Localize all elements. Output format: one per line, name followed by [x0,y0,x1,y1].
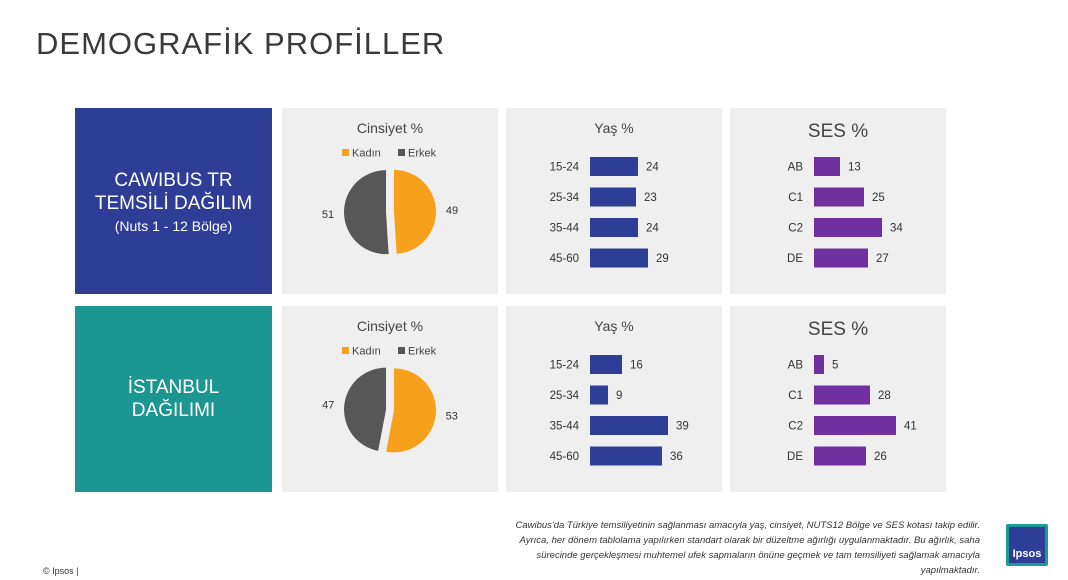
bar-category-label: C2 [788,223,803,235]
ipsos-logo: Ipsos [1006,524,1048,566]
page-title: DEMOGRAFİK PROFİLLER [36,26,446,61]
bar [590,187,636,207]
bar [814,187,864,207]
bar [590,416,668,435]
bar [590,157,638,176]
bar [814,355,824,374]
bar-category-label: C1 [788,192,803,204]
pie-slice-erkek [344,170,389,255]
bar-category-label: 45-60 [550,253,579,265]
age-bar-chart: Yaş % 15-24 16 25-34 9 35-44 39 45-60 36 [550,318,689,466]
gender-pie-chart: Cinsiyet % Kadın Erkek 53 47 [322,318,458,453]
age-panel-row1: Yaş % 15-24 24 25-34 23 35-44 24 45-60 29 [506,108,722,294]
legend-label: Kadın [352,148,381,160]
chart-title: Cinsiyet % [357,318,423,334]
chart-title: Cinsiyet % [357,120,423,136]
footnote-line: yapılmaktadır. [920,565,980,576]
bar [814,446,866,466]
ses-bar-chart: SES % AB 13 C1 25 C2 34 DE 27 [787,121,903,268]
pie-data-label: 51 [322,209,334,221]
pie-data-label: 49 [446,205,458,217]
bar-data-label: 34 [890,223,903,235]
age-bar-chart: Yaş % 15-24 24 25-34 23 35-44 24 45-60 29 [550,120,669,268]
bar [590,385,608,405]
bar-data-label: 23 [644,192,657,204]
row-label-line3: (Nuts 1 - 12 Bölge) [114,217,233,234]
bar-data-label: 9 [616,390,622,402]
pie-data-label: 53 [446,410,458,422]
legend-label: Erkek [408,346,437,358]
bar-data-label: 27 [876,253,889,265]
bar [590,248,648,268]
footnote-line: Ayrıca, her dönem tablolama yapılırken s… [519,535,980,546]
bar-data-label: 5 [832,360,838,372]
ses-bar-chart: SES % AB 5 C1 28 C2 41 DE 26 [787,319,917,466]
bar [814,248,868,268]
gender-pie-chart: Cinsiyet % Kadın Erkek 49 51 [322,120,458,255]
bar [814,157,840,176]
bar-data-label: 24 [646,162,659,174]
bar [590,355,622,374]
bar-category-label: DE [787,253,803,265]
bar [590,218,638,237]
chart-title: Yaş % [594,120,633,136]
bar-data-label: 41 [904,421,917,433]
row-label-istanbul: İSTANBUL DAĞILIMI [75,306,272,492]
bar-data-label: 36 [670,451,683,463]
legend-label: Kadın [352,346,381,358]
pie-data-label: 47 [322,400,334,412]
bar [590,446,662,466]
legend-swatch [398,347,405,354]
chart-title: SES % [808,319,868,340]
chart-title: Yaş % [594,318,633,334]
pie-slice-erkek [344,367,387,451]
bar-category-label: 35-44 [550,421,580,433]
bar-category-label: 15-24 [550,162,580,174]
legend-swatch [342,347,349,354]
bar-category-label: C2 [788,421,803,433]
bar-category-label: 35-44 [550,223,580,235]
copyright: © Ipsos | [43,566,79,576]
gender-panel-row2: Cinsiyet % Kadın Erkek 53 47 [282,306,498,492]
bar [814,416,896,435]
ses-panel-row1: SES % AB 13 C1 25 C2 34 DE 27 [730,108,946,294]
row-label-line2: DAĞILIMI [131,400,216,421]
footnote-line: sürecinde gerçekleşmesi muhtemel ufek sa… [536,550,980,561]
bar-data-label: 39 [676,421,689,433]
row-label-line1: İSTANBUL [127,377,220,398]
pie-slice-kadin [386,368,436,453]
ses-panel-row2: SES % AB 5 C1 28 C2 41 DE 26 [730,306,946,492]
bar-category-label: DE [787,451,803,463]
bar-data-label: 16 [630,360,643,372]
bar-data-label: 24 [646,223,659,235]
gender-panel-row1: Cinsiyet % Kadın Erkek 49 51 [282,108,498,294]
bar-category-label: 45-60 [550,451,579,463]
footnote: Cawibus'da Türkiye temsiliyetinin sağlan… [410,518,980,578]
bar-category-label: 25-34 [550,390,580,402]
bar-category-label: 25-34 [550,192,580,204]
footnote-line: Cawibus'da Türkiye temsiliyetinin sağlan… [515,520,980,531]
bar [814,385,870,405]
legend-swatch [398,149,405,156]
age-panel-row2: Yaş % 15-24 16 25-34 9 35-44 39 45-60 36 [506,306,722,492]
row-label-line2: TEMSİLİ DAĞILIM [94,192,253,214]
row-label-line1: CAWIBUS TR [114,169,233,191]
bar-data-label: 25 [872,192,885,204]
bar-data-label: 26 [874,451,887,463]
bar-category-label: AB [788,162,804,174]
legend-swatch [342,149,349,156]
bar-data-label: 28 [878,390,891,402]
bar-data-label: 29 [656,253,669,265]
bar [814,218,882,237]
bar-category-label: C1 [788,390,803,402]
bar-data-label: 13 [848,162,861,174]
legend-label: Erkek [408,148,437,160]
row-label-cawibus: CAWIBUS TR TEMSİLİ DAĞILIM (Nuts 1 - 12 … [75,108,272,294]
bar-category-label: AB [788,360,804,372]
ipsos-logo-text: Ipsos [1009,527,1045,563]
chart-title: SES % [808,121,868,142]
bar-category-label: 15-24 [550,360,580,372]
pie-slice-kadin [393,169,436,254]
